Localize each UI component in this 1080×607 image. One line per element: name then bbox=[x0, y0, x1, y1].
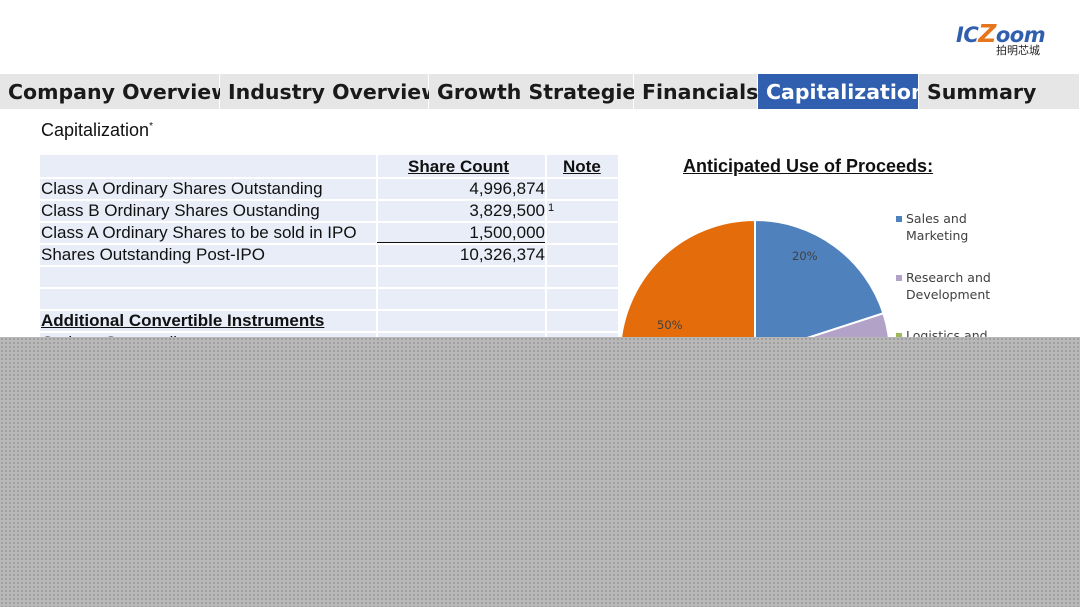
row-count: 10,326,374 bbox=[459, 245, 545, 264]
table-divider bbox=[545, 155, 547, 337]
table-row-divider bbox=[40, 199, 618, 201]
page-title: Capitalization* bbox=[41, 120, 153, 140]
legend-label: Research and Development bbox=[906, 270, 991, 302]
legend-swatch bbox=[896, 275, 902, 281]
tab-growth-strategies[interactable]: Growth Strategies bbox=[429, 74, 649, 109]
capitalization-table bbox=[40, 155, 618, 337]
legend-label: Sales and Marketing bbox=[906, 211, 969, 243]
logo-wordmark: ICZoom bbox=[956, 19, 1046, 48]
slice-label: 20% bbox=[792, 249, 818, 263]
dotted-overlay bbox=[0, 337, 1080, 607]
legend-swatch bbox=[896, 333, 902, 339]
table-row-divider bbox=[40, 243, 618, 245]
row-label: Class B Ordinary Shares Oustanding bbox=[41, 201, 320, 220]
table-row-divider bbox=[40, 265, 618, 267]
logo-subtitle: 拍明芯城 bbox=[996, 44, 1040, 57]
table-row-divider bbox=[40, 287, 618, 289]
tab-company-overview[interactable]: Company Overview bbox=[0, 74, 230, 109]
header-note: Note bbox=[563, 157, 601, 176]
row-count: 1,500,000 bbox=[469, 223, 545, 242]
tab-capitalization[interactable]: Capitalization bbox=[758, 74, 926, 109]
convertible-instruments-heading: Additional Convertible Instruments bbox=[41, 311, 325, 330]
pie-slice-0 bbox=[754, 218, 885, 357]
row-label: Shares Outstanding Post-IPO bbox=[41, 245, 265, 264]
table-row-divider bbox=[40, 177, 618, 179]
row-label: Class A Ordinary Shares Outstanding bbox=[41, 179, 323, 198]
iczoom-logo: ICZoom 拍明芯城 bbox=[956, 19, 1052, 58]
table-row-divider bbox=[40, 309, 618, 311]
row-label: Class A Ordinary Shares to be sold in IP… bbox=[41, 223, 357, 242]
tab-bar: Company Overview Industry Overview Growt… bbox=[0, 74, 1080, 109]
chart-title: Anticipated Use of Proceeds: bbox=[683, 156, 934, 176]
header-share-count: Share Count bbox=[408, 157, 510, 176]
row-count: 3,829,500 1 bbox=[380, 201, 554, 221]
legend-item: Sales and Marketing bbox=[896, 210, 1016, 244]
table-row-divider bbox=[40, 221, 618, 223]
title-footnote-mark: * bbox=[149, 121, 153, 132]
tab-financials[interactable]: Financials bbox=[634, 74, 758, 109]
table-divider bbox=[376, 155, 378, 337]
table-row-divider bbox=[40, 331, 618, 333]
row-count: 4,996,874 bbox=[469, 179, 545, 198]
tab-summary[interactable]: Summary bbox=[919, 74, 1080, 109]
sum-rule bbox=[377, 242, 545, 243]
slice-label: 50% bbox=[657, 318, 683, 332]
legend-swatch bbox=[896, 216, 902, 222]
tab-industry-overview[interactable]: Industry Overview bbox=[220, 74, 440, 109]
legend-item: Research and Development bbox=[896, 269, 1016, 303]
row-footnote-mark: 1 bbox=[548, 202, 555, 214]
